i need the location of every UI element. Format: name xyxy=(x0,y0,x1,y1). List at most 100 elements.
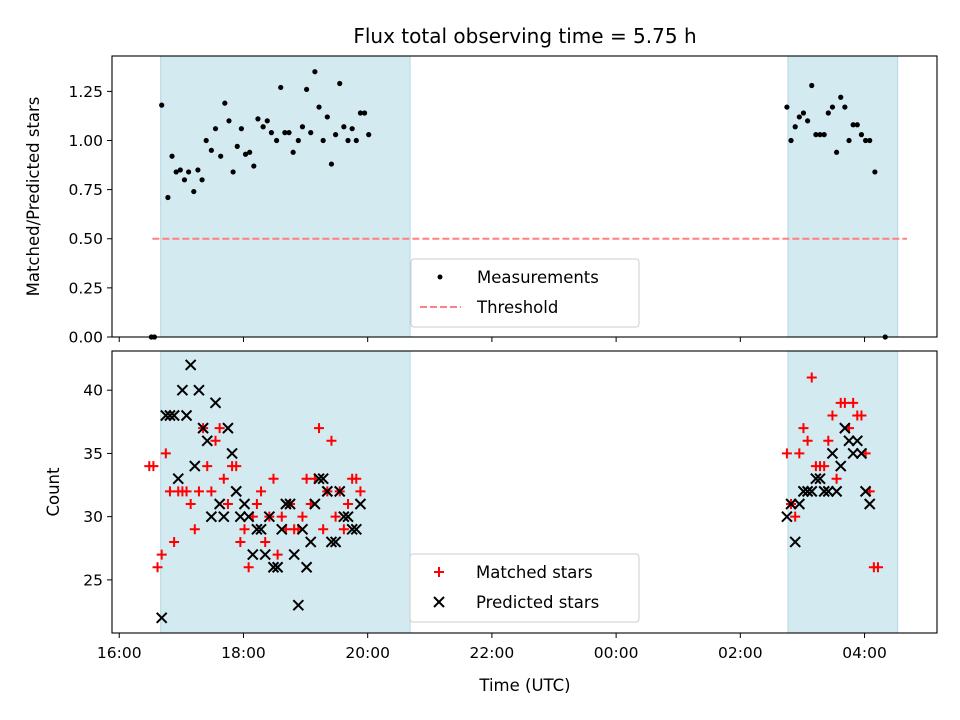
measurement-point xyxy=(366,132,372,138)
y-tick-label: 1.00 xyxy=(68,132,103,150)
measurement-point xyxy=(208,147,214,153)
predicted-stars-point xyxy=(168,409,180,422)
predicted-stars-point xyxy=(822,485,835,498)
panel-frame xyxy=(111,55,938,338)
matched-stars-point xyxy=(790,511,801,522)
matched-stars-point xyxy=(848,397,859,408)
y-tick-label: 0.75 xyxy=(68,181,103,199)
matched-stars-point xyxy=(181,486,192,497)
matched-stars-point xyxy=(218,473,229,484)
matched-stars-point xyxy=(318,524,329,535)
measurement-point xyxy=(282,130,288,136)
x-tick-label: 18:00 xyxy=(221,644,266,662)
measurement-point xyxy=(212,126,219,132)
legend-label-predicted: Predicted stars xyxy=(476,593,599,612)
matched-stars-point xyxy=(210,435,221,446)
measurement-point xyxy=(846,137,852,144)
measurement-point xyxy=(251,163,257,169)
measurement-point xyxy=(361,110,368,116)
count-panel: 25 30 35 40 16:00 18:00 20:00 22:00 00:00 02:00 0… xyxy=(44,350,938,662)
predicted-stars-point xyxy=(847,447,859,460)
matched-stars-point xyxy=(256,486,267,497)
predicted-stars-point xyxy=(184,359,197,371)
y-axis-label-ratio: Matched/Predicted stars xyxy=(24,97,43,297)
legend-plus-marker xyxy=(434,567,444,577)
matched-stars-point xyxy=(251,499,262,510)
predicted-stars-point xyxy=(814,473,826,485)
matched-stars-point xyxy=(156,549,167,560)
matched-stars-point xyxy=(827,410,838,421)
predicted-stars-point xyxy=(230,485,242,498)
predicted-stars-point xyxy=(205,510,218,523)
predicted-stars-point xyxy=(288,548,300,561)
predicted-stars-point xyxy=(197,422,209,434)
predicted-stars-point xyxy=(859,485,872,498)
measurement-point xyxy=(312,69,318,75)
panel-frame xyxy=(111,350,938,634)
shaded-interval xyxy=(787,56,898,337)
x-tick-label: 22:00 xyxy=(470,644,515,662)
measurement-point xyxy=(858,132,865,138)
y-tick-label: 35 xyxy=(83,445,103,463)
y-tick-label: 0.25 xyxy=(68,279,103,297)
measurement-point xyxy=(230,169,236,175)
ratio-panel: 0.00 0.25 0.50 0.75 1.00 1.25 Matched/Predict… xyxy=(24,55,938,347)
measurement-point xyxy=(185,169,192,175)
y-axis-ticks: 0.00 0.25 0.50 0.75 1.00 1.25 xyxy=(68,83,112,347)
measurement-point xyxy=(295,137,301,144)
measurement-point xyxy=(805,118,811,124)
matched-stars-point xyxy=(260,536,271,547)
measurement-point xyxy=(159,102,165,108)
predicted-stars-point xyxy=(180,409,193,422)
measurement-point xyxy=(316,104,322,110)
predicted-stars-point xyxy=(317,473,329,485)
predicted-stars-point xyxy=(329,536,342,548)
matched-stars-point xyxy=(781,448,792,459)
measurement-point xyxy=(337,80,343,87)
x-tick-label: 02:00 xyxy=(718,644,763,662)
measurement-point xyxy=(218,153,224,159)
legend-label-matched: Matched stars xyxy=(476,563,593,582)
measurement-point xyxy=(353,137,359,144)
measurement-point xyxy=(320,137,326,144)
legend-dot-marker xyxy=(437,274,443,280)
observing-intervals xyxy=(160,56,899,337)
measurement-point xyxy=(854,122,860,128)
predicted-stars-point xyxy=(342,510,354,523)
measurement-point xyxy=(792,124,798,130)
measurement-point xyxy=(850,122,856,128)
predicted-stars-point xyxy=(226,447,238,460)
measurement-point xyxy=(867,137,873,144)
matched-stars-point xyxy=(343,499,354,510)
predicted-stars-point xyxy=(263,510,276,523)
predicted-stars-point xyxy=(864,498,876,510)
legend-x-marker xyxy=(433,596,445,608)
count-points xyxy=(144,359,883,624)
matched-stars-point xyxy=(185,499,196,510)
measurement-point xyxy=(862,137,869,144)
measurement-point xyxy=(195,167,201,173)
predicted-stars-point xyxy=(271,561,284,573)
predicted-stars-point xyxy=(851,435,864,447)
predicted-stars-point xyxy=(189,460,201,472)
predicted-stars-point xyxy=(793,498,806,510)
predicted-stars-point xyxy=(325,536,338,548)
measurement-point xyxy=(349,126,355,132)
y-tick-label: 30 xyxy=(83,508,103,526)
matched-stars-point xyxy=(243,562,254,573)
predicted-stars-point xyxy=(309,498,321,510)
predicted-stars-point xyxy=(818,485,830,498)
measurement-point xyxy=(345,137,351,144)
predicted-stars-point xyxy=(160,409,172,422)
measurement-point xyxy=(191,188,197,195)
predicted-stars-point xyxy=(789,536,801,548)
measurement-point xyxy=(308,130,314,136)
predicted-stars-point xyxy=(164,409,176,422)
measurement-point xyxy=(273,137,280,144)
predicted-stars-point xyxy=(251,523,263,536)
predicted-stars-point xyxy=(292,599,305,611)
matched-stars-point xyxy=(193,486,204,497)
predicted-stars-point xyxy=(213,498,226,510)
predicted-stars-point xyxy=(280,498,292,510)
predicted-stars-point xyxy=(172,473,184,485)
